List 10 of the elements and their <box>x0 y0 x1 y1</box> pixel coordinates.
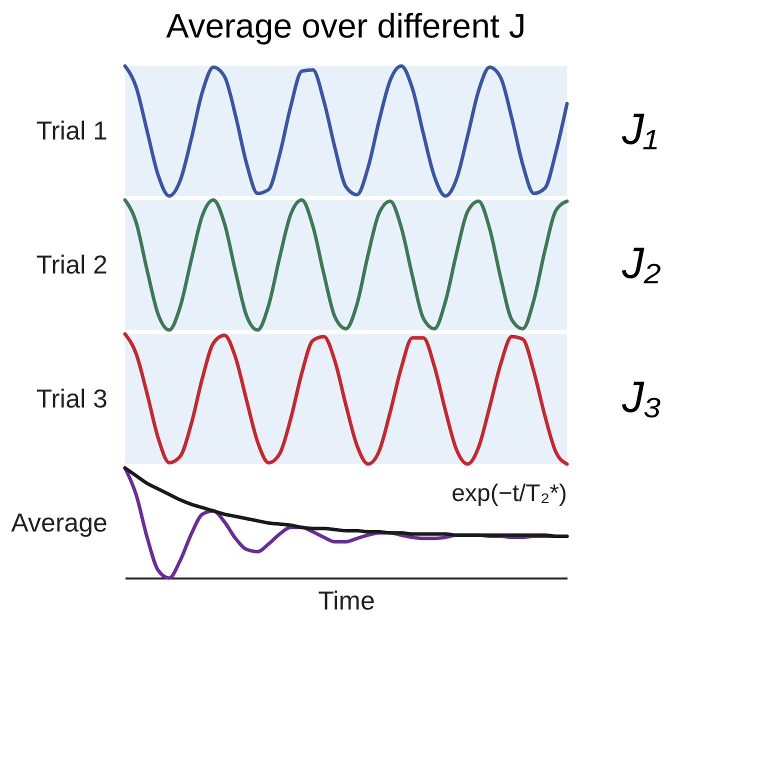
y-axis-title: Average <box>11 508 108 538</box>
text: J₁ <box>621 105 658 154</box>
text: J₃ <box>621 373 662 422</box>
series-label: exp(−t/T₂*) <box>452 480 567 508</box>
y-axis-title: Trial 1 <box>36 116 108 146</box>
y-axis-title: Trial 2 <box>36 250 108 280</box>
y-axis-title: Trial 3 <box>36 384 108 414</box>
chart-title: Average over different J <box>166 7 526 46</box>
x-axis-title: Time <box>318 586 375 616</box>
text: J₂ <box>621 239 661 288</box>
